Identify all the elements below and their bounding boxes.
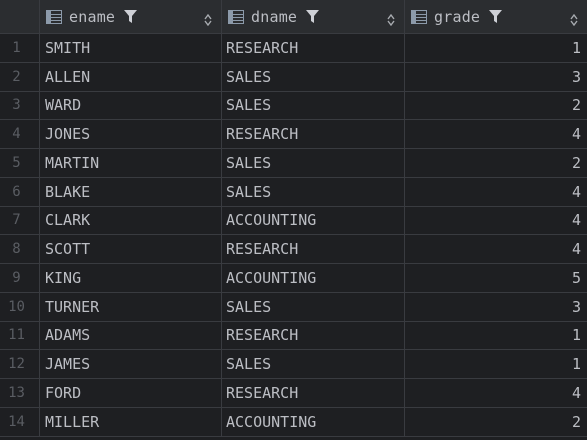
row-number: 5 xyxy=(0,149,40,177)
filter-icon[interactable] xyxy=(123,10,137,24)
row-number: 2 xyxy=(0,63,40,91)
cell-dname[interactable]: SALES xyxy=(222,63,405,91)
row-number: 12 xyxy=(0,350,40,378)
column-header-ename[interactable]: ename xyxy=(40,0,222,34)
row-number: 4 xyxy=(0,120,40,148)
sort-icon[interactable] xyxy=(204,11,212,27)
row-number: 3 xyxy=(0,91,40,119)
cell-ename[interactable]: SCOTT xyxy=(40,235,222,263)
table-column-icon xyxy=(46,10,62,24)
column-label-grade: grade xyxy=(434,8,481,26)
cell-ename[interactable]: SMITH xyxy=(40,34,222,62)
row-number: 11 xyxy=(0,321,40,349)
row-number: 10 xyxy=(0,293,40,321)
cell-dname[interactable]: RESEARCH xyxy=(222,120,405,148)
cell-ename[interactable]: FORD xyxy=(40,379,222,407)
table-row[interactable]: 4 JONES RESEARCH 4 xyxy=(0,120,587,149)
filter-icon[interactable] xyxy=(488,10,502,24)
cell-grade[interactable]: 3 xyxy=(571,298,581,316)
cell-grade[interactable]: 4 xyxy=(571,183,581,201)
table-row[interactable]: 12 JAMES SALES 1 xyxy=(0,350,587,379)
cell-grade[interactable]: 1 xyxy=(571,326,581,344)
sort-icon[interactable] xyxy=(570,11,578,27)
cell-ename[interactable]: TURNER xyxy=(40,293,222,321)
cell-dname[interactable]: SALES xyxy=(222,293,405,321)
cell-dname[interactable]: ACCOUNTING xyxy=(222,206,405,234)
cell-grade[interactable]: 2 xyxy=(571,154,581,172)
row-number: 6 xyxy=(0,178,40,206)
cell-grade[interactable]: 2 xyxy=(571,96,581,114)
cell-ename[interactable]: ALLEN xyxy=(40,63,222,91)
cell-grade[interactable]: 4 xyxy=(571,125,581,143)
cell-dname[interactable]: ACCOUNTING xyxy=(222,408,405,436)
table-row[interactable]: 10 TURNER SALES 3 xyxy=(0,293,587,322)
cell-ename[interactable]: WARD xyxy=(40,91,222,119)
column-header-dname[interactable]: dname xyxy=(222,0,405,34)
cell-dname[interactable]: RESEARCH xyxy=(222,379,405,407)
cell-dname[interactable]: RESEARCH xyxy=(222,34,405,62)
table-column-icon xyxy=(228,10,244,24)
cell-ename[interactable]: ADAMS xyxy=(40,321,222,349)
cell-dname[interactable]: SALES xyxy=(222,178,405,206)
grid-header: ename dname xyxy=(0,0,587,34)
cell-ename[interactable]: BLAKE xyxy=(40,178,222,206)
table-row[interactable]: 13 FORD RESEARCH 4 xyxy=(0,379,587,408)
table-row[interactable]: 11 ADAMS RESEARCH 1 xyxy=(0,321,587,350)
cell-ename[interactable]: JONES xyxy=(40,120,222,148)
column-label-ename: ename xyxy=(69,8,116,26)
row-number: 14 xyxy=(0,408,40,436)
table-row[interactable]: 6 BLAKE SALES 4 xyxy=(0,178,587,207)
table-row[interactable]: 8 SCOTT RESEARCH 4 xyxy=(0,235,587,264)
filter-icon[interactable] xyxy=(305,10,319,24)
cell-dname[interactable]: ACCOUNTING xyxy=(222,264,405,292)
cell-grade[interactable]: 1 xyxy=(571,355,581,373)
column-header-grade[interactable]: grade xyxy=(405,0,587,34)
cell-grade[interactable]: 5 xyxy=(571,269,581,287)
cell-dname[interactable]: SALES xyxy=(222,149,405,177)
cell-dname[interactable]: RESEARCH xyxy=(222,321,405,349)
cell-dname[interactable]: SALES xyxy=(222,350,405,378)
row-number: 1 xyxy=(0,34,40,62)
table-row[interactable]: 3 WARD SALES 2 xyxy=(0,91,587,120)
table-row[interactable]: 7 CLARK ACCOUNTING 4 xyxy=(0,206,587,235)
row-number-header xyxy=(0,0,40,34)
table-column-icon xyxy=(411,10,427,24)
row-number: 13 xyxy=(0,379,40,407)
cell-ename[interactable]: MILLER xyxy=(40,408,222,436)
cell-grade[interactable]: 3 xyxy=(571,68,581,86)
cell-ename[interactable]: CLARK xyxy=(40,206,222,234)
cell-ename[interactable]: JAMES xyxy=(40,350,222,378)
sort-icon[interactable] xyxy=(387,11,395,27)
column-label-dname: dname xyxy=(251,8,298,26)
cell-grade[interactable]: 2 xyxy=(571,413,581,431)
row-number: 7 xyxy=(0,206,40,234)
cell-ename[interactable]: MARTIN xyxy=(40,149,222,177)
table-row[interactable]: 2 ALLEN SALES 3 xyxy=(0,63,587,92)
cell-ename[interactable]: KING xyxy=(40,264,222,292)
row-number: 8 xyxy=(0,235,40,263)
row-number: 9 xyxy=(0,264,40,292)
table-row[interactable]: 5 MARTIN SALES 2 xyxy=(0,149,587,178)
cell-grade[interactable]: 4 xyxy=(571,240,581,258)
cell-grade[interactable]: 1 xyxy=(571,39,581,57)
cell-grade[interactable]: 4 xyxy=(571,211,581,229)
cell-dname[interactable]: SALES xyxy=(222,91,405,119)
table-row[interactable]: 9 KING ACCOUNTING 5 xyxy=(0,264,587,293)
table-row[interactable]: 14 MILLER ACCOUNTING 2 xyxy=(0,408,587,437)
table-row[interactable]: 1 SMITH RESEARCH 1 xyxy=(0,34,587,63)
cell-dname[interactable]: RESEARCH xyxy=(222,235,405,263)
cell-grade[interactable]: 4 xyxy=(571,384,581,402)
